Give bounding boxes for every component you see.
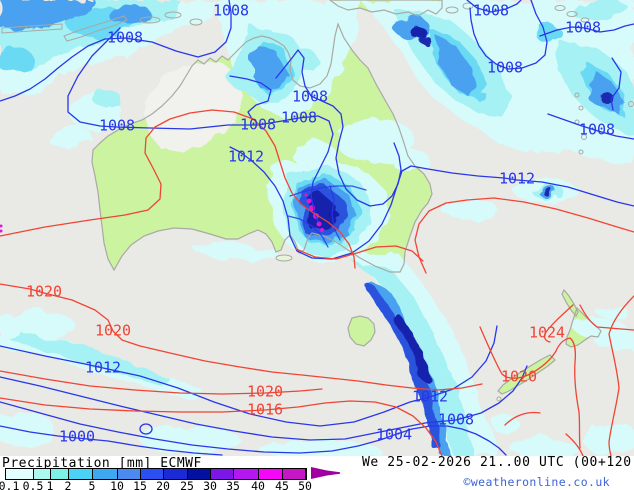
copyright-link[interactable]: ©weatheronline.co.uk [463,475,610,489]
precipitation-colorbar [5,468,307,480]
colorbar-tick: 50 [298,479,312,490]
colorbar-tick: 35 [226,479,240,490]
isobars-blue [0,0,634,456]
colorbar-segment [93,469,118,479]
colorbar-segment [164,469,188,479]
colorbar-segment [188,469,211,479]
colorbar-segment [6,469,34,479]
colorbar-tick: 30 [203,479,217,490]
colorbar-segment [259,469,283,479]
colorbar-tick: 40 [251,479,265,490]
colorbar-tick: 10 [110,479,124,490]
colorbar-tick: 45 [275,479,289,490]
colorbar-tick: 0.1 [0,479,20,490]
colorbar-tick: 15 [133,479,147,490]
colorbar-ticks: 0.1 0.5 1 2 5 10 15 20 25 30 35 40 45 50 [0,479,345,490]
colorbar-segment [283,469,306,479]
legend-title: Precipitation [mm] ECMWF [2,456,202,471]
colorbar-segment [69,469,93,479]
colorbar-segment [118,469,141,479]
colorbar-tick: 25 [180,479,194,490]
colorbar-tick: 0.5 [22,479,44,490]
colorbar-segment [34,469,51,479]
colorbar-tick: 5 [88,479,96,490]
map-canvas [0,0,634,456]
colorbar-segment [211,469,234,479]
colorbar-segment [141,469,164,479]
colorbar-segment [234,469,259,479]
colorbar-tick: 2 [64,479,72,490]
isobars-red [0,109,634,456]
colorbar-tick: 20 [156,479,170,490]
forecast-map: 1008 1008 1008 1008 1008 1008 1012 1008 1008 1008… [0,0,634,456]
colorbar-arrow-icon [311,467,340,479]
legend-bar: Precipitation [mm] ECMWF We 25-02-2026 2… [0,455,634,490]
colorbar-tick: 1 [46,479,54,490]
forecast-datetime: We 25-02-2026 21..00 UTC (00+120 [362,455,632,470]
colorbar-segment [51,469,69,479]
